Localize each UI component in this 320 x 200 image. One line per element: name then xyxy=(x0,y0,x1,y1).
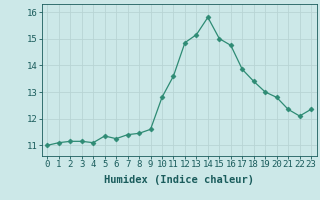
X-axis label: Humidex (Indice chaleur): Humidex (Indice chaleur) xyxy=(104,175,254,185)
